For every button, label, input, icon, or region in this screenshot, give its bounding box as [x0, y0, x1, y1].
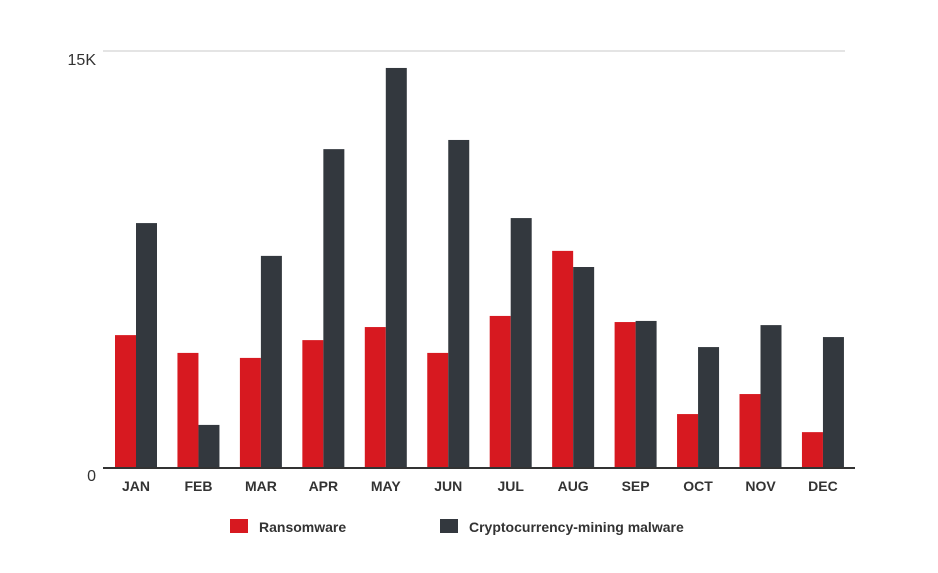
x-tick-label-oct: OCT — [683, 478, 713, 494]
x-tick-label-may: MAY — [371, 478, 401, 494]
bar-crypto-mar — [260, 255, 282, 468]
bar-crypto-aug — [573, 267, 595, 468]
bar-ransomware-jun — [427, 352, 449, 468]
bar-ransomware-aug — [552, 250, 574, 468]
x-tick-label-sep: SEP — [622, 478, 650, 494]
legend: Ransomware Cryptocurrency-mining malware — [230, 519, 684, 535]
bar-ransomware-may — [364, 327, 386, 468]
bar-crypto-dec — [822, 337, 844, 468]
x-tick-label-apr: APR — [309, 478, 339, 494]
x-tick-label-jun: JUN — [434, 478, 462, 494]
y-tick-label-max: 15K — [68, 52, 97, 69]
legend-swatch-ransomware — [230, 519, 248, 533]
bar-ransomware-apr — [302, 340, 324, 468]
bar-crypto-jun — [448, 139, 470, 468]
legend-label-ransomware: Ransomware — [259, 519, 346, 535]
bar-crypto-jan — [136, 223, 157, 468]
x-tick-label-dec: DEC — [808, 478, 838, 494]
legend-swatch-crypto — [440, 519, 458, 533]
bar-crypto-sep — [635, 320, 657, 468]
bar-crypto-oct — [698, 347, 720, 468]
x-tick-label-mar: MAR — [245, 478, 277, 494]
legend-label-crypto: Cryptocurrency-mining malware — [469, 519, 684, 535]
bar-ransomware-oct — [677, 414, 699, 468]
x-tick-label-feb: FEB — [184, 478, 212, 494]
x-tick-label-aug: AUG — [558, 478, 589, 494]
bar-ransomware-dec — [801, 432, 823, 468]
bar-crypto-may — [385, 67, 407, 468]
x-tick-label-jan: JAN — [122, 478, 150, 494]
bar-ransomware-jan — [115, 335, 136, 468]
y-tick-label-zero: 0 — [87, 468, 96, 485]
bar-crypto-apr — [323, 149, 345, 468]
bar-crypto-jul — [510, 218, 532, 468]
bar-ransomware-mar — [239, 357, 261, 468]
bar-ransomware-feb — [177, 352, 199, 468]
x-tick-label-jul: JUL — [497, 478, 524, 494]
bar-ransomware-sep — [614, 322, 636, 468]
x-tick-label-nov: NOV — [745, 478, 776, 494]
bar-crypto-feb — [198, 424, 220, 468]
bar-ransomware-nov — [739, 394, 761, 468]
bar-crypto-nov — [760, 325, 782, 468]
bar-ransomware-jul — [489, 315, 511, 468]
